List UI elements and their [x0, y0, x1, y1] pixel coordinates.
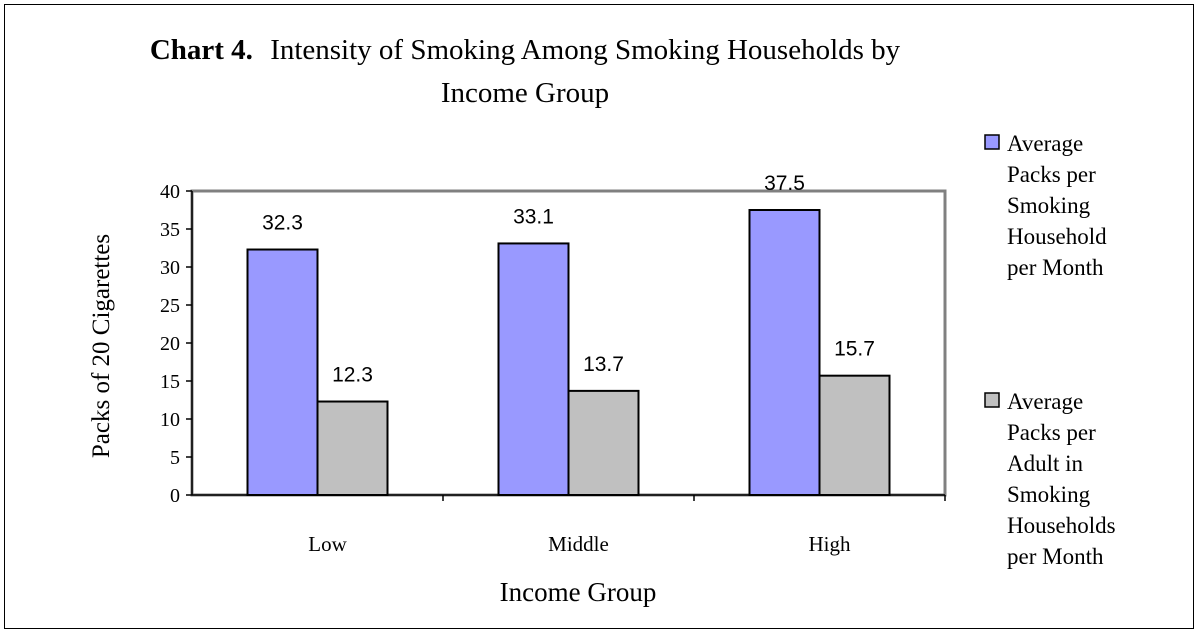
- y-tick-label: 25: [160, 295, 180, 317]
- chart-frame: Chart 4. Intensity of Smoking Among Smok…: [4, 4, 1194, 629]
- y-tick-label: 0: [170, 485, 180, 507]
- legend-entry-line: Household: [1007, 224, 1107, 249]
- x-tick-label: Low: [308, 532, 347, 556]
- y-tick-label: 5: [170, 447, 180, 469]
- plot-area: 0 5 10 15 20 25 30 35 40 Low 32.3 12.3 Middle 33.1 13.…: [160, 172, 947, 556]
- data-label: 33.1: [513, 205, 554, 228]
- chart-title-text-1: Intensity of Smoking Among Smoking House…: [270, 34, 900, 66]
- legend-entry-line: Adult in: [1007, 451, 1084, 476]
- data-label: 13.7: [583, 353, 624, 376]
- legend-entry-line: per Month: [1007, 255, 1104, 280]
- y-axis-label: Packs of 20 Cigarettes: [88, 234, 115, 458]
- data-label: 32.3: [262, 212, 303, 235]
- chart-title-line2: Income Group: [441, 77, 609, 109]
- y-tick-label: 40: [160, 181, 180, 203]
- legend-entry: Average Packs per Adult in Smoking Household…: [1007, 389, 1116, 569]
- data-label: 15.7: [834, 338, 875, 361]
- y-tick-label: 30: [160, 257, 180, 279]
- bar: [316, 400, 389, 496]
- legend-entry-line: per Month: [1007, 544, 1104, 569]
- legend-entry-line: Smoking: [1007, 193, 1091, 218]
- legend-entry-line: Households: [1007, 513, 1116, 538]
- legend-swatch: [984, 134, 1000, 150]
- legend-entry-line: Packs per: [1007, 162, 1096, 187]
- legend: Average Packs per Smoking Household per Mont…: [984, 131, 1116, 569]
- bar-chart: Chart 4. Intensity of Smoking Among Smok…: [88, 34, 1116, 607]
- legend-entry-line: Packs per: [1007, 420, 1096, 445]
- bar: [818, 374, 891, 496]
- legend-entry-line: Average: [1007, 389, 1083, 414]
- bar: [567, 389, 640, 497]
- x-axis-label: Income Group: [500, 577, 657, 607]
- y-tick-label: 15: [160, 371, 180, 393]
- legend-swatch: [984, 392, 1000, 408]
- bar: [246, 248, 319, 496]
- y-tick-label: 20: [160, 333, 180, 355]
- legend-entry-line: Smoking: [1007, 482, 1091, 507]
- y-tick-label: 35: [160, 219, 180, 241]
- bar: [748, 209, 821, 496]
- data-label: 12.3: [332, 364, 373, 387]
- chart-title-prefix: Chart 4.: [150, 34, 253, 66]
- legend-entry: Average Packs per Smoking Household per Mont…: [1007, 131, 1107, 280]
- chart-title-line1: Chart 4. Intensity of Smoking Among Smok…: [150, 34, 901, 66]
- y-tick-label: 10: [160, 409, 180, 431]
- data-label: 37.5: [764, 172, 805, 195]
- x-tick-label: High: [809, 532, 852, 556]
- bar: [497, 242, 570, 496]
- x-tick-label: Middle: [548, 532, 609, 556]
- legend-entry-line: Average: [1007, 131, 1083, 156]
